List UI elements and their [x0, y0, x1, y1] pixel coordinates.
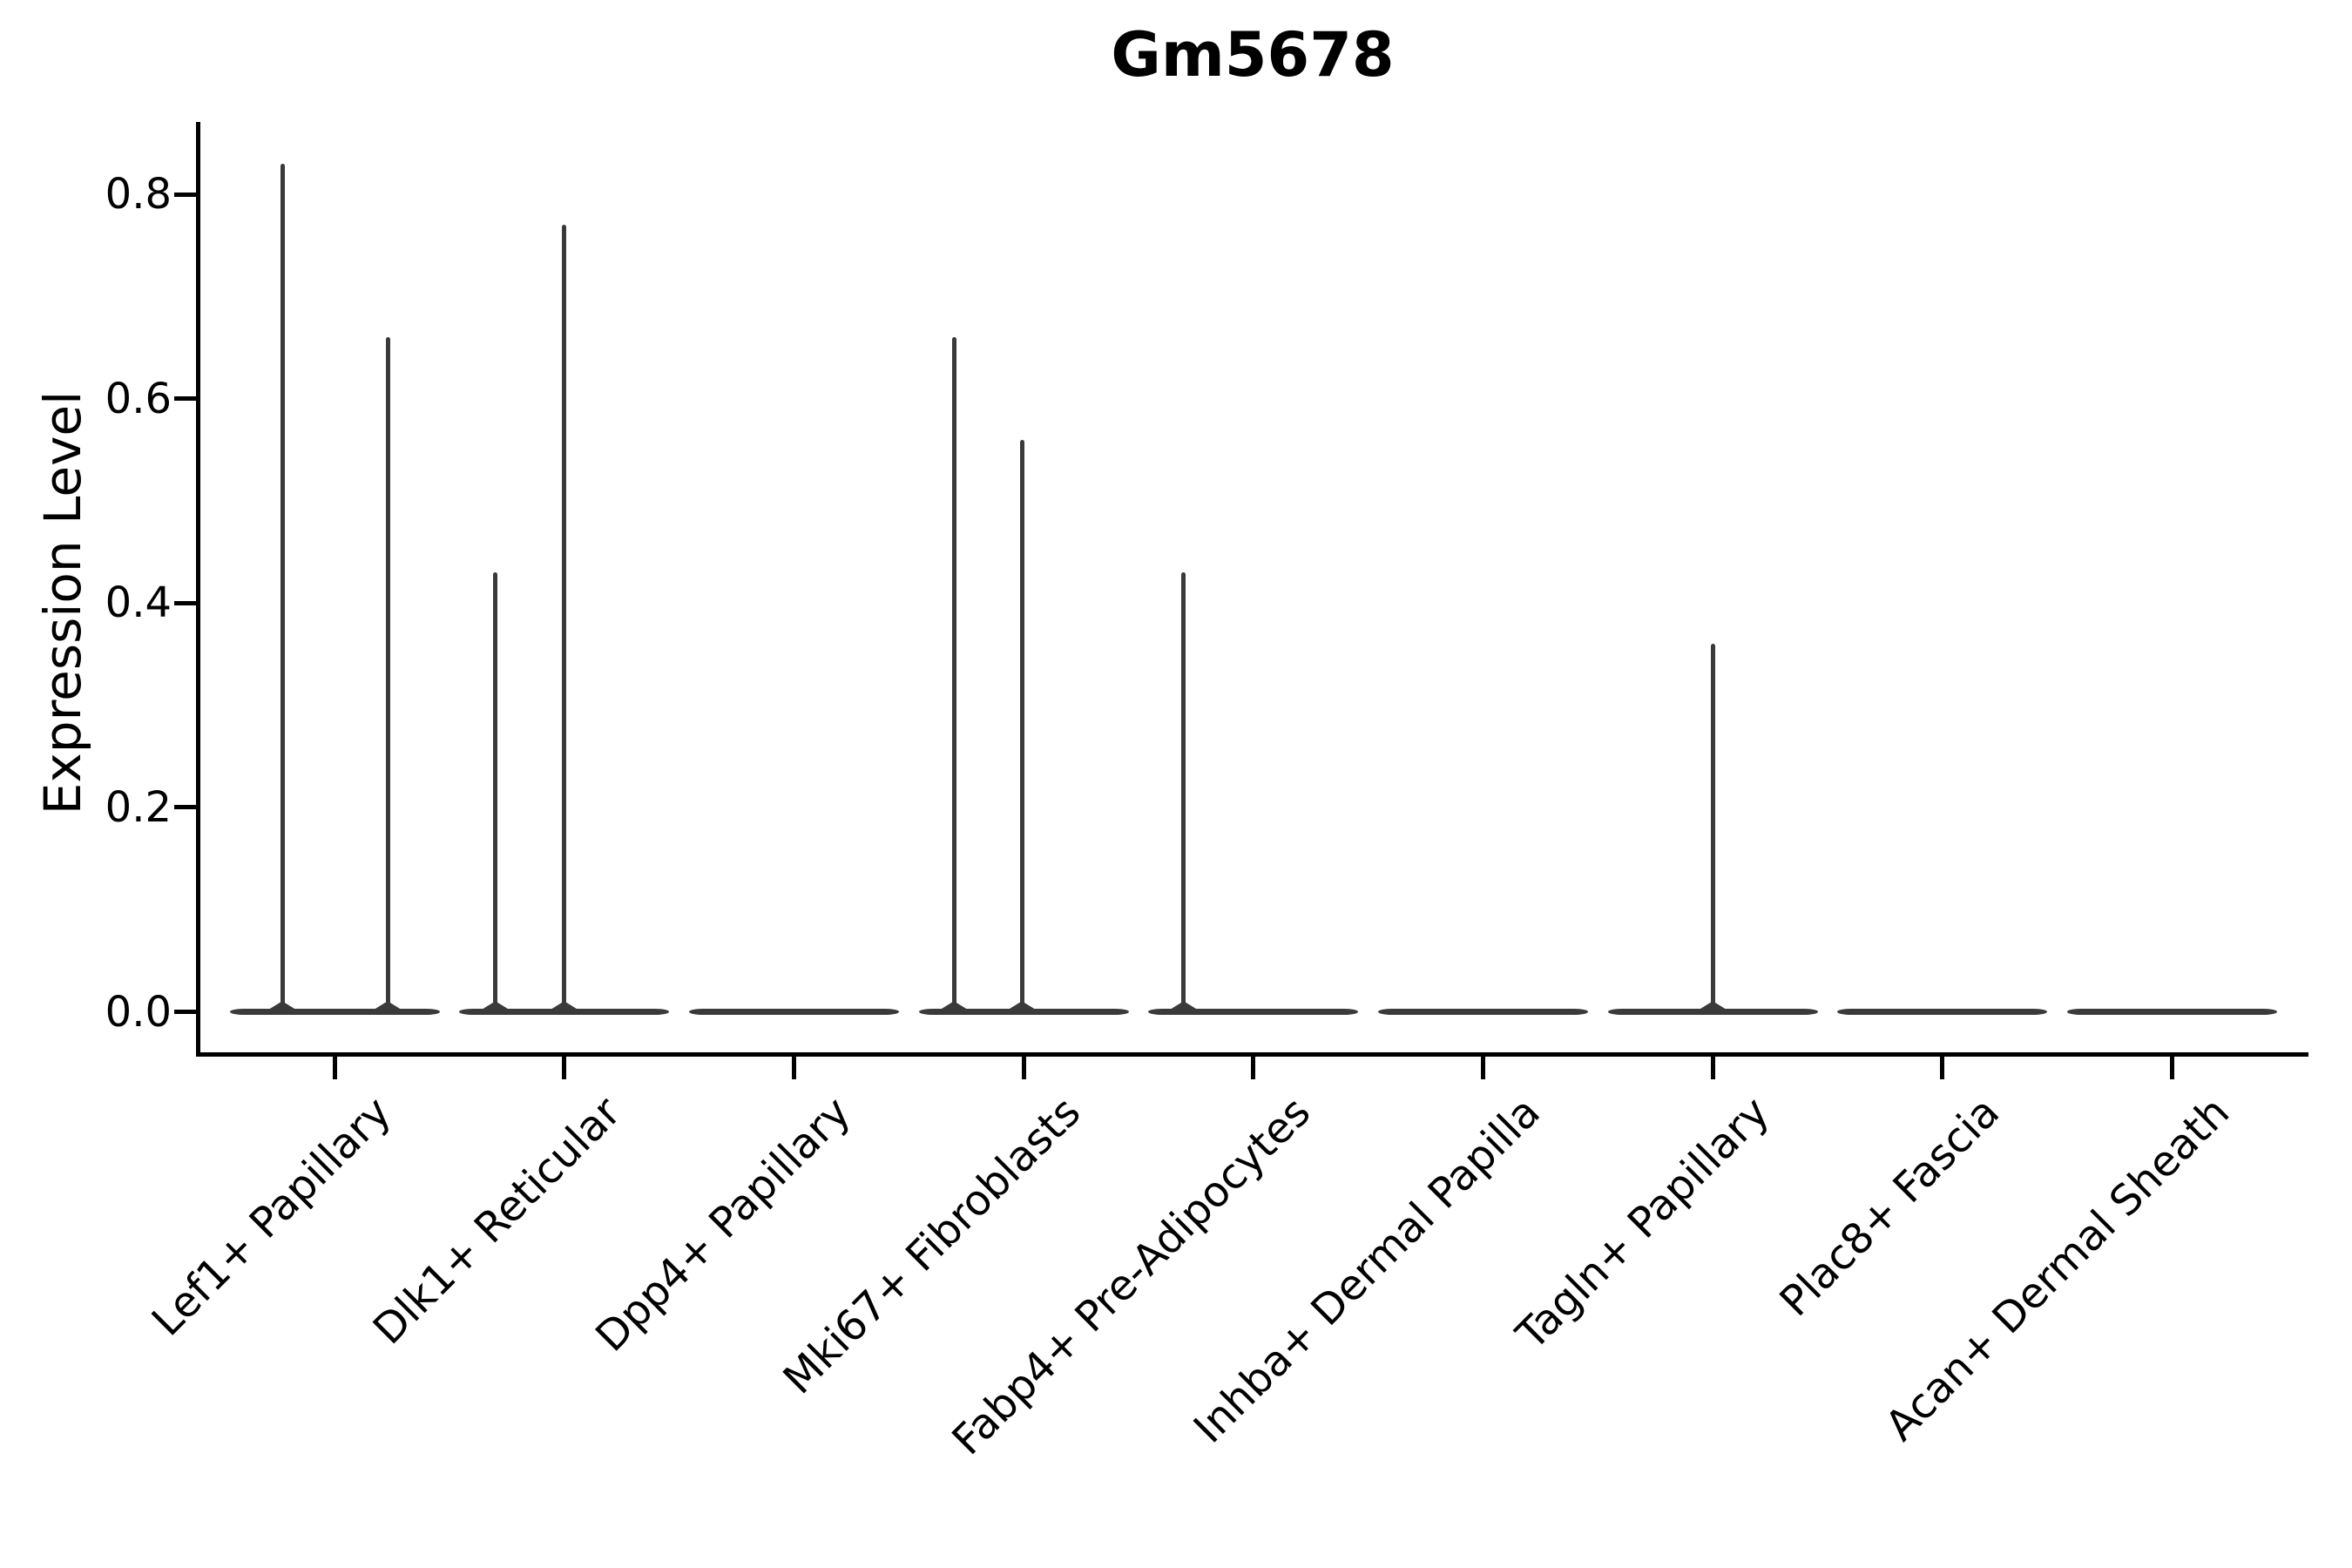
- y-tick-label: 0.2: [105, 782, 172, 832]
- y-tick-mark: [174, 805, 196, 810]
- x-tick-label: Lef1+ Papillary: [143, 1087, 402, 1346]
- violin-baseline: [459, 1009, 670, 1015]
- violin-spike: [1710, 644, 1715, 1012]
- x-tick-mark: [332, 1052, 337, 1079]
- violin-baseline: [1378, 1009, 1588, 1015]
- x-tick-mark: [562, 1052, 567, 1079]
- violin-spike: [493, 572, 498, 1012]
- y-tick-label: 0.4: [105, 578, 172, 628]
- x-tick-mark: [2170, 1052, 2175, 1079]
- violin-spike: [951, 337, 956, 1012]
- y-tick-label: 0.6: [105, 374, 172, 423]
- violin-baseline: [1837, 1009, 2048, 1015]
- violin-spike: [1019, 439, 1024, 1012]
- x-tick-mark: [1021, 1052, 1026, 1079]
- violin-spike: [280, 163, 285, 1012]
- y-tick-label: 0.0: [105, 987, 172, 1037]
- x-tick-mark: [1481, 1052, 1485, 1079]
- y-tick-mark: [174, 192, 196, 197]
- violin-baseline: [688, 1009, 899, 1015]
- x-tick-mark: [1710, 1052, 1715, 1079]
- x-tick-label: Plac8+ Fascia: [1770, 1087, 2010, 1327]
- violin-baseline: [229, 1009, 440, 1015]
- violin-baseline: [918, 1009, 1129, 1015]
- violin-baseline: [2067, 1009, 2278, 1015]
- y-axis-spine: [196, 122, 200, 1057]
- x-tick-mark: [791, 1052, 796, 1079]
- x-tick-label: Dlk1+ Reticular: [364, 1087, 631, 1355]
- y-axis-label: Expression Level: [33, 390, 92, 815]
- x-tick-label: Tagln+ Papillary: [1507, 1087, 1780, 1360]
- violin-baseline: [1607, 1009, 1818, 1015]
- y-tick-mark: [174, 396, 196, 402]
- violin-spike: [385, 337, 390, 1012]
- violin-baseline: [1148, 1009, 1359, 1015]
- x-tick-mark: [1940, 1052, 1945, 1079]
- x-tick-mark: [1251, 1052, 1256, 1079]
- chart-title: Gm5678: [1111, 19, 1395, 91]
- violin-spike: [1181, 572, 1186, 1012]
- y-tick-mark: [174, 600, 196, 605]
- y-tick-mark: [174, 1010, 196, 1014]
- violin-spike: [562, 225, 567, 1012]
- y-tick-label: 0.8: [105, 170, 172, 220]
- x-tick-label: Dpp4+ Papillary: [586, 1087, 861, 1362]
